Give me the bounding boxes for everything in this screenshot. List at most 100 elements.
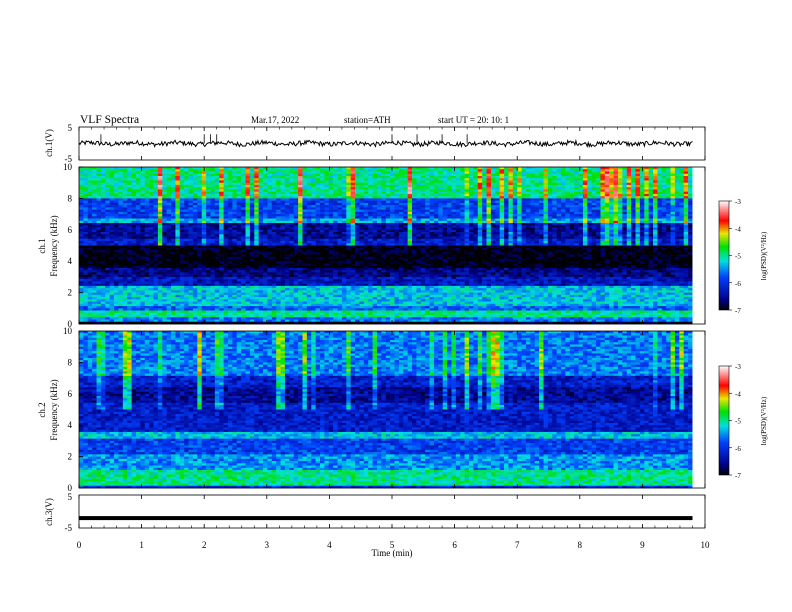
spectrogram-cell: [499, 167, 505, 170]
spectrogram-cell: [122, 175, 128, 179]
spectrogram-cell: [596, 173, 601, 177]
spectrogram-cell: [569, 238, 575, 242]
spectrogram-cell: [157, 173, 163, 177]
spectrogram-cell: [201, 207, 207, 210]
spectrogram-cell: [525, 184, 531, 188]
spectrogram-cell: [289, 178, 295, 181]
spectrogram-cell: [289, 189, 295, 192]
spectrogram-cell: [298, 175, 303, 179]
spectrogram-cell: [600, 173, 606, 177]
spectrogram-cell: [346, 200, 351, 204]
spectrogram-cell: [679, 171, 685, 175]
spectrogram-cell: [661, 209, 667, 213]
spectrogram-cell: [284, 216, 290, 219]
spectrogram-cell: [188, 214, 194, 217]
spectrogram-cell: [333, 238, 338, 242]
spectrogram-cell: [495, 243, 500, 246]
spectrogram-cell: [162, 243, 167, 246]
spectrogram-cell: [236, 184, 242, 188]
spectrogram-cell: [482, 220, 487, 224]
spectrogram-cell: [429, 191, 435, 195]
spectrogram-cell: [92, 207, 97, 210]
spectrogram-cell: [223, 202, 229, 206]
spectrogram-cell: [574, 193, 579, 197]
spectrogram-cell: [293, 182, 299, 186]
spectrogram-cell: [635, 216, 641, 219]
spectrogram-cell: [127, 202, 132, 206]
spectrogram-cell: [227, 238, 233, 242]
spectrogram-cell: [661, 227, 667, 231]
spectrogram-cell: [495, 200, 500, 204]
spectrogram-cell: [359, 216, 365, 219]
spectrogram-cell: [166, 169, 172, 172]
spectrogram-cell: [324, 191, 330, 195]
spectrogram-cell: [100, 189, 106, 192]
spectrogram-cell: [394, 193, 400, 197]
spectrogram-cell: [258, 207, 264, 210]
spectrogram-cell: [438, 243, 443, 246]
spectrogram-cell: [157, 238, 163, 242]
spectrogram-cell: [547, 200, 553, 204]
spectrogram-cell: [263, 223, 268, 226]
spectrogram-cell: [464, 205, 470, 208]
spectrogram-cell: [596, 180, 601, 183]
spectrogram-cell: [341, 232, 347, 235]
spectrogram-cell: [241, 227, 246, 231]
spectrogram-cell: [504, 211, 509, 215]
spectrogram-cell: [289, 167, 295, 170]
spectrogram-cell: [162, 232, 167, 235]
spectrogram-cell: [666, 234, 671, 237]
spectrogram-cell: [153, 207, 159, 210]
spectrogram-cell: [626, 169, 632, 172]
spectrogram-cell: [617, 167, 623, 170]
spectrogram-cell: [648, 225, 654, 228]
spectrogram-cell: [626, 189, 632, 192]
spectrogram-cell: [206, 216, 211, 219]
spectrogram-cell: [258, 232, 264, 235]
spectrogram-cell: [578, 169, 584, 172]
spectrogram-cell: [631, 198, 636, 201]
spectrogram-cell: [394, 182, 400, 186]
spectrogram-cell: [333, 205, 338, 208]
spectrogram-cell: [271, 198, 277, 201]
spectrogram-cell: [398, 171, 404, 175]
spectrogram-cell: [661, 202, 667, 206]
spectrogram-cell: [311, 196, 316, 199]
spectrogram-cell: [433, 167, 439, 170]
spectrogram-cell: [486, 171, 492, 175]
spectrogram-cell: [600, 198, 606, 201]
spectrogram-cell: [197, 229, 202, 233]
spectrogram-cell: [368, 238, 373, 242]
spectrogram-cell: [464, 238, 470, 242]
spectrogram-cell: [482, 178, 487, 181]
spectrogram-cell: [184, 223, 189, 226]
spectrogram-cell: [289, 225, 295, 228]
spectrogram-cell: [609, 191, 614, 195]
spectrogram-cell: [153, 167, 159, 170]
spectrogram-cell: [188, 225, 194, 228]
spectrogram-cell: [162, 187, 167, 190]
spectrogram-cell: [385, 236, 391, 240]
spectrogram-cell: [631, 193, 636, 197]
spectrogram-cell: [403, 169, 408, 172]
spectrogram-cell: [210, 218, 216, 222]
spectrogram-cell: [512, 175, 518, 179]
spectrogram-cell: [587, 184, 592, 188]
spectrogram-cell: [574, 198, 579, 201]
spectrogram-cell: [591, 218, 597, 222]
spectrogram-cell: [109, 225, 115, 228]
spectrogram-cell: [87, 180, 93, 183]
spectrogram-cell: [153, 193, 159, 197]
spectrogram-cell: [433, 180, 439, 183]
spectrogram-cell: [495, 234, 500, 237]
spectrogram-cell: [201, 241, 207, 244]
spectrogram-cell: [131, 229, 137, 233]
spectrogram-cell: [442, 173, 448, 177]
spectrogram-cell: [320, 198, 325, 201]
spectrogram-cell: [447, 236, 452, 240]
spectrogram-cell: [552, 169, 557, 172]
spectrogram-cell: [179, 178, 185, 181]
spectrogram-cell: [617, 173, 623, 177]
spectrogram-cell: [604, 184, 610, 188]
spectrogram-cell: [96, 207, 102, 210]
